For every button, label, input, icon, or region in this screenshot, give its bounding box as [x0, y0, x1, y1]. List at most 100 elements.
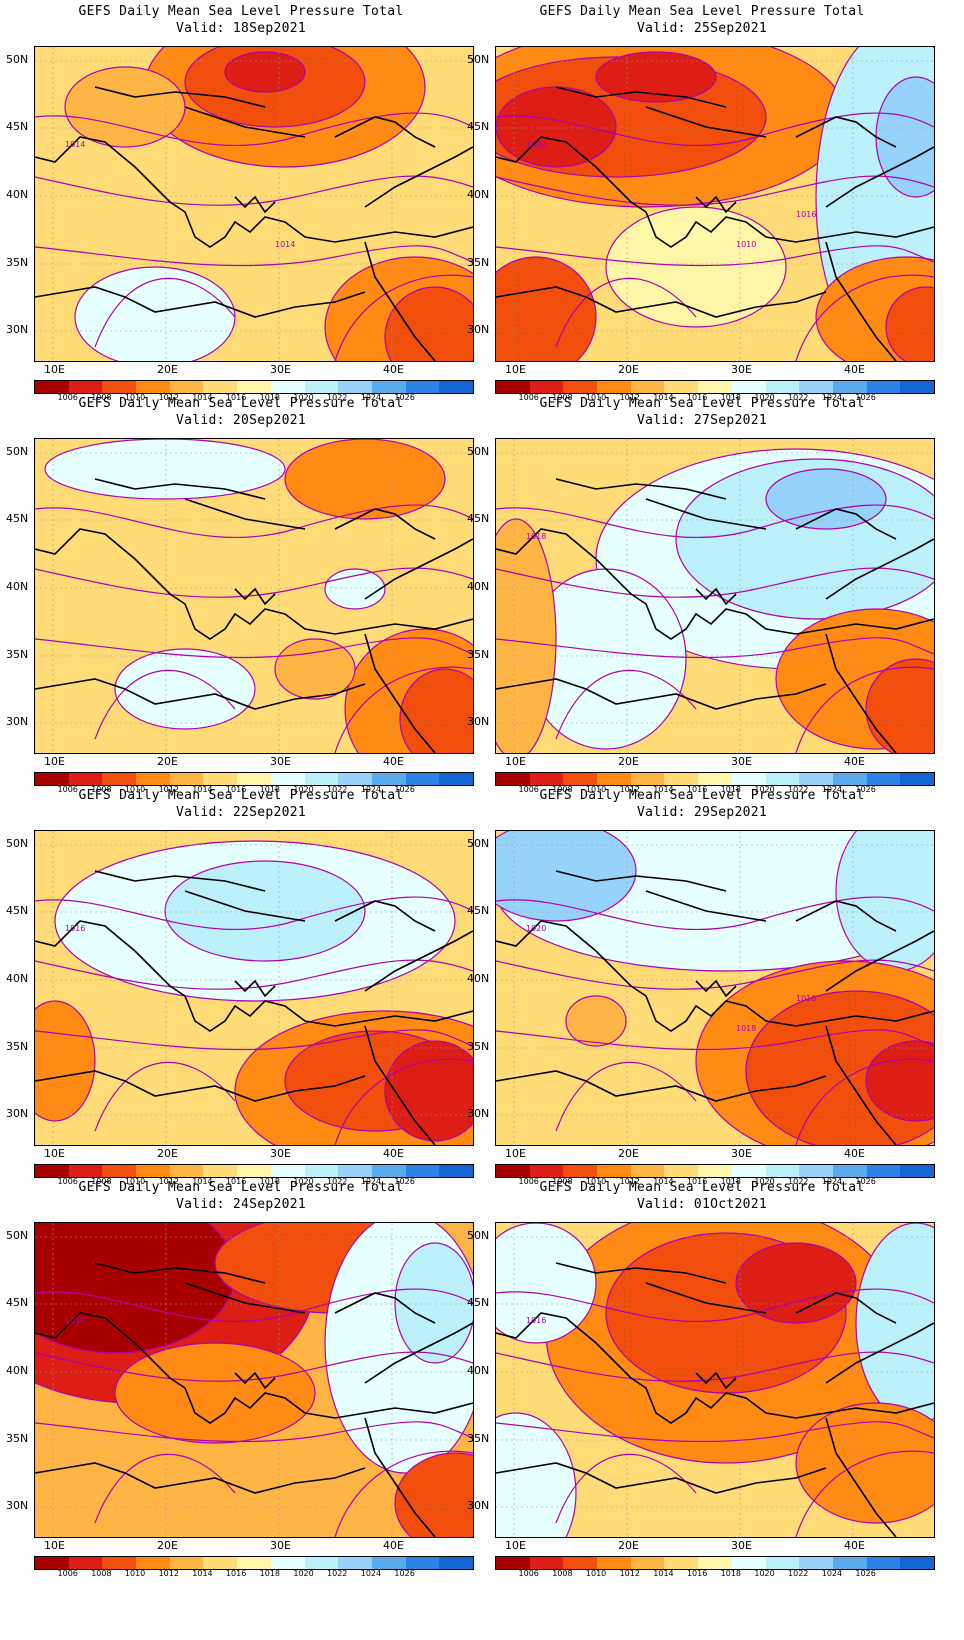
lat-tick-label: 50N [467, 837, 490, 850]
coastline [795, 508, 897, 540]
coastline [234, 1371, 276, 1390]
isobar-label: 1018 [736, 1024, 756, 1033]
coastline [645, 890, 767, 922]
coastline [364, 241, 436, 361]
colorbar-label: 1016 [686, 785, 708, 794]
coastline [364, 146, 473, 208]
colorbar-label: 1020 [293, 1177, 314, 1186]
pressure-region [64, 66, 186, 148]
coastline [94, 870, 266, 892]
panel-valid-date: Valid: 24Sep2021 [175, 1197, 307, 1212]
colorbar-swatch [496, 381, 530, 393]
coastline [35, 1070, 366, 1102]
colorbar-label: 1024 [821, 393, 843, 402]
colorbar-swatch [832, 1557, 867, 1569]
colorbar-label: 1020 [754, 393, 775, 402]
colorbar-swatch [630, 1557, 665, 1569]
lat-tick-label: 50N [467, 53, 490, 66]
isobar-line [334, 1450, 473, 1537]
pressure-region [496, 518, 557, 753]
colorbar-swatch [338, 1165, 372, 1177]
colorbar-label: 1014 [653, 1177, 674, 1186]
lon-tick-label: 40E [383, 1147, 404, 1160]
lon-tick-label: 20E [618, 755, 639, 768]
panel-title: GEFS Daily Mean Sea Level Pressure Total [78, 396, 404, 411]
colorbar-swatch [371, 381, 406, 393]
map-panel: GEFS Daily Mean Sea Level Pressure Total… [0, 1176, 482, 1586]
colorbar-label: 1026 [394, 1569, 415, 1578]
colorbar-label: 1008 [552, 393, 573, 402]
pressure-map: 1020 1018 1010 [495, 830, 935, 1146]
isobar-line [35, 112, 473, 146]
lon-tick-label: 10E [505, 1539, 526, 1552]
colorbar-label: 1010 [124, 1177, 146, 1186]
colorbar-swatch [698, 381, 732, 393]
lat-tick-label: 50N [467, 1229, 490, 1242]
pressure-region [595, 51, 717, 103]
colorbar-swatch [136, 1557, 170, 1569]
lat-tick-label: 30N [467, 715, 490, 728]
lat-tick-label: 30N [6, 1499, 29, 1512]
colorbar-swatch [900, 1557, 934, 1569]
map-panel: GEFS Daily Mean Sea Level Pressure Total… [461, 784, 943, 1194]
colorbar-swatch [304, 1557, 339, 1569]
map-panel: GEFS Daily Mean Sea Level Pressure Total… [461, 0, 943, 410]
lat-tick-label: 45N [467, 120, 490, 133]
lat-tick-label: 45N [467, 904, 490, 917]
colorbar-labels: 1006 1008 1010 1012 1014 1016 1018 1020 1022 1024… [495, 785, 933, 797]
coastline [695, 979, 737, 998]
colorbar-swatch [563, 773, 598, 785]
isobar-label: 1016 [796, 210, 816, 219]
isobar-line [555, 1062, 697, 1132]
pressure-region [865, 1040, 934, 1122]
panel-title: GEFS Daily Mean Sea Level Pressure Total [539, 4, 865, 19]
colorbar-label: 1012 [619, 785, 640, 794]
colorbar-swatch [765, 773, 800, 785]
colorbar [495, 772, 935, 786]
lon-tick-label: 40E [844, 755, 865, 768]
coastline [364, 633, 436, 753]
colorbar-swatch [136, 773, 170, 785]
colorbar-swatch [529, 1557, 564, 1569]
pressure-region [324, 568, 386, 610]
coastline [695, 195, 737, 214]
isobar-line [496, 1421, 934, 1443]
coastline [35, 286, 366, 318]
lon-tick-label: 10E [44, 1539, 65, 1552]
map-panel: GEFS Daily Mean Sea Level Pressure Total… [0, 0, 482, 410]
colorbar-swatch [799, 773, 833, 785]
lat-tick-label: 40N [467, 580, 490, 593]
lat-tick-label: 50N [6, 1229, 29, 1242]
map-canvas: 1020 1018 1010 [496, 831, 934, 1145]
colorbar-swatch [765, 1557, 800, 1569]
colorbar-labels: 1006 1008 1010 1012 1014 1016 1018 1020 1022 1024… [495, 393, 933, 405]
colorbar-swatch [338, 381, 372, 393]
lat-tick-label: 50N [6, 445, 29, 458]
colorbar-label: 1012 [619, 1177, 640, 1186]
colorbar-swatch [900, 773, 934, 785]
isobar-label: 1008 [526, 140, 546, 149]
colorbar-swatch [731, 1165, 766, 1177]
pressure-region [384, 1040, 473, 1142]
lon-tick-label: 40E [844, 1539, 865, 1552]
lon-tick-label: 10E [505, 1147, 526, 1160]
colorbar-swatch [731, 773, 766, 785]
colorbar-label: 1014 [653, 785, 674, 794]
colorbar-swatch [270, 381, 305, 393]
coastline [94, 478, 266, 500]
colorbar-label: 1020 [293, 1569, 314, 1578]
colorbar-label: 1018 [720, 785, 742, 794]
lat-tick-label: 35N [467, 1432, 490, 1445]
colorbar-swatch [630, 1165, 665, 1177]
pressure-region [496, 1412, 577, 1537]
isobar-line [496, 959, 934, 990]
panel-title: GEFS Daily Mean Sea Level Pressure Total [78, 1180, 404, 1195]
colorbar-label: 1014 [192, 393, 213, 402]
colorbar-swatch [35, 773, 69, 785]
colorbar-swatch [563, 1557, 598, 1569]
isobar-label: 1010 [65, 1316, 85, 1325]
isobar-label: 1016 [526, 1316, 546, 1325]
colorbar-label: 1026 [394, 785, 415, 794]
colorbar-label: 1018 [259, 1569, 281, 1578]
lon-tick-label: 20E [618, 363, 639, 376]
